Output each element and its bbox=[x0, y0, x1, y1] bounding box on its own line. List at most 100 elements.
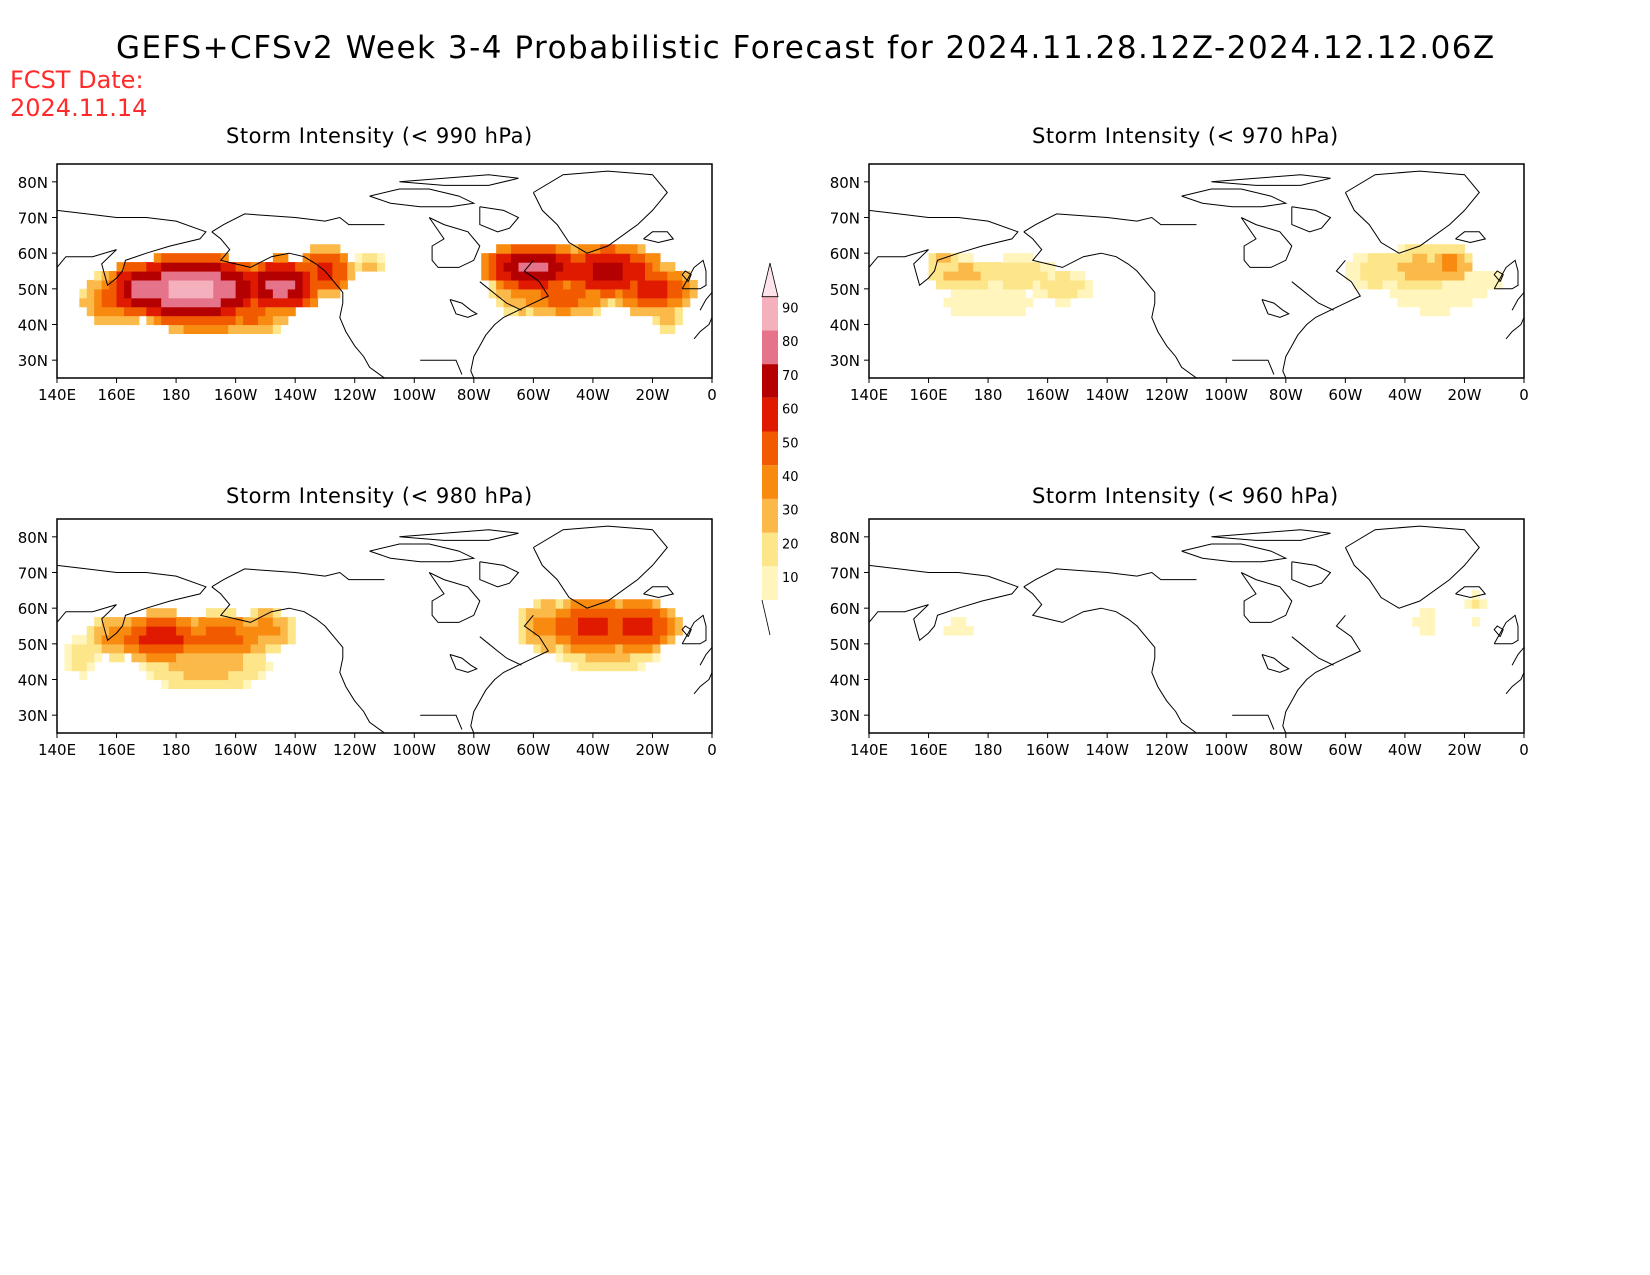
probability-cell bbox=[228, 288, 237, 299]
coastline bbox=[643, 586, 675, 599]
probability-cell bbox=[310, 253, 319, 263]
probability-cell bbox=[600, 661, 609, 672]
probability-cell bbox=[995, 297, 1004, 308]
probability-cell bbox=[1390, 271, 1399, 281]
probability-cell bbox=[1434, 271, 1443, 281]
probability-cell bbox=[622, 626, 631, 636]
probability-cell bbox=[250, 279, 259, 290]
lon-tick-label: 40W bbox=[576, 741, 610, 759]
probability-cell bbox=[153, 634, 162, 645]
probability-cell bbox=[645, 634, 654, 645]
coastline bbox=[211, 213, 385, 233]
probability-cell bbox=[1419, 244, 1428, 254]
probability-cell bbox=[667, 626, 676, 636]
probability-cell bbox=[265, 315, 274, 326]
probability-cell bbox=[1479, 271, 1488, 281]
lon-tick-label: 160W bbox=[1026, 741, 1070, 759]
probability-cell bbox=[101, 315, 110, 326]
probability-cell bbox=[578, 271, 587, 281]
coastline bbox=[1282, 259, 1362, 378]
probability-cell bbox=[131, 279, 140, 290]
lon-tick-label: 0 bbox=[707, 386, 717, 404]
coastline bbox=[1291, 281, 1334, 311]
probability-cell bbox=[1017, 288, 1026, 299]
probability-cell bbox=[578, 661, 587, 672]
probability-cell bbox=[1397, 288, 1406, 299]
lon-tick-label: 160E bbox=[97, 386, 135, 404]
probability-cell bbox=[190, 279, 200, 290]
lon-tick-label: 80W bbox=[457, 741, 491, 759]
probability-cell bbox=[995, 279, 1004, 290]
probability-cell bbox=[1464, 599, 1473, 609]
lon-tick-label: 160E bbox=[97, 741, 135, 759]
probability-cell bbox=[525, 306, 534, 317]
probability-cell bbox=[1084, 288, 1093, 299]
probability-cell bbox=[988, 279, 997, 290]
probability-cell bbox=[198, 626, 207, 636]
coastline bbox=[1511, 292, 1524, 311]
probability-cell bbox=[123, 288, 133, 299]
probability-cell bbox=[168, 279, 177, 290]
probability-cell bbox=[637, 244, 646, 254]
coastline bbox=[1493, 625, 1504, 638]
probability-cell bbox=[1427, 306, 1436, 317]
probability-cell bbox=[570, 617, 579, 627]
probability-cell bbox=[1002, 279, 1012, 290]
probability-cell bbox=[578, 279, 587, 290]
probability-cell bbox=[257, 324, 267, 335]
probability-cell bbox=[250, 315, 259, 326]
probability-cell bbox=[332, 253, 341, 263]
probability-cell bbox=[645, 253, 654, 263]
probability-cell bbox=[667, 617, 676, 627]
probability-cell bbox=[548, 279, 557, 290]
probability-cell bbox=[525, 288, 534, 299]
probability-cell bbox=[1427, 288, 1436, 299]
lon-tick-label: 80W bbox=[457, 386, 491, 404]
probability-cell bbox=[213, 617, 222, 627]
probability-cell bbox=[1494, 279, 1503, 290]
probability-cell bbox=[1412, 297, 1421, 308]
probability-cell bbox=[533, 643, 542, 654]
probability-cell bbox=[533, 262, 542, 272]
coastline bbox=[211, 568, 385, 588]
probability-cell bbox=[570, 271, 579, 281]
probability-cell bbox=[555, 617, 564, 627]
lat-tick-label: 30N bbox=[18, 707, 48, 725]
coastline bbox=[1505, 317, 1524, 340]
probability-cell bbox=[257, 288, 267, 299]
probability-cell bbox=[71, 661, 80, 672]
probability-cell bbox=[1010, 297, 1019, 308]
probability-cell bbox=[570, 288, 579, 299]
probability-cell bbox=[339, 279, 348, 290]
coastline bbox=[699, 647, 712, 666]
probability-cell bbox=[988, 262, 997, 272]
probability-cell bbox=[272, 626, 281, 636]
probability-cell bbox=[183, 634, 192, 645]
probability-cell bbox=[1486, 279, 1495, 290]
probability-cell bbox=[674, 297, 683, 308]
probability-cell bbox=[667, 297, 676, 308]
probability-cell bbox=[1069, 279, 1079, 290]
probability-cell bbox=[645, 608, 654, 618]
probability-cell bbox=[377, 253, 386, 263]
probability-cell bbox=[488, 271, 497, 281]
probability-cell bbox=[950, 288, 959, 299]
coastline bbox=[681, 625, 692, 638]
coastline bbox=[1232, 359, 1275, 375]
probability-cell bbox=[1017, 271, 1026, 281]
probability-cell bbox=[213, 262, 222, 272]
probability-cell bbox=[637, 599, 646, 609]
probability-cell bbox=[213, 306, 222, 317]
probability-cell bbox=[592, 608, 601, 618]
probability-cell bbox=[1419, 262, 1428, 272]
probability-cell bbox=[1002, 297, 1012, 308]
probability-cell bbox=[667, 306, 676, 317]
probability-cell bbox=[153, 626, 162, 636]
probability-cell bbox=[540, 253, 549, 263]
probability-cell bbox=[220, 608, 229, 618]
probability-cell bbox=[682, 288, 691, 299]
probability-cell bbox=[1442, 306, 1451, 317]
probability-cell bbox=[607, 271, 616, 281]
probability-cell bbox=[533, 271, 542, 281]
probability-cell bbox=[540, 297, 549, 308]
